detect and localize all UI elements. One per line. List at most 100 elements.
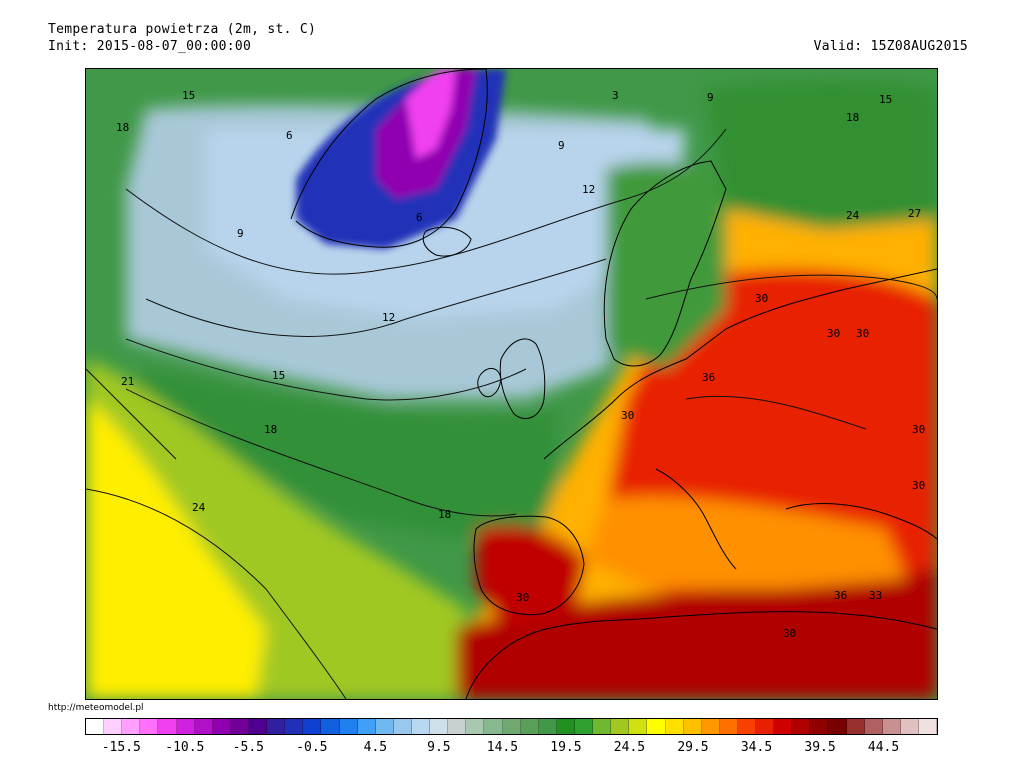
color-swatch <box>375 719 394 734</box>
color-swatch <box>683 719 702 734</box>
isotherm-15 <box>125 338 527 401</box>
color-swatch <box>158 719 177 734</box>
color-swatch <box>321 719 340 734</box>
iceland-coast <box>422 226 472 257</box>
color-swatch <box>882 719 901 734</box>
color-swatch <box>520 719 539 734</box>
color-swatch <box>611 719 630 734</box>
color-swatch <box>574 719 594 734</box>
contour-label: 30 <box>912 479 925 492</box>
contour-label: 15 <box>272 369 285 382</box>
contour-label: 30 <box>621 409 634 422</box>
contour-label: 3 <box>612 89 619 102</box>
color-swatch <box>665 719 684 734</box>
color-swatch <box>466 719 485 734</box>
contour-label: 12 <box>582 183 595 196</box>
colorbar-tick-label: 39.5 <box>804 740 836 755</box>
contour-label: 27 <box>908 207 921 220</box>
turkey-coast <box>785 503 937 540</box>
contour-label: 24 <box>846 209 860 222</box>
color-swatch <box>393 719 412 734</box>
isotherm-12 <box>145 258 607 337</box>
contour-label: 18 <box>846 111 859 124</box>
colorbar-tick-label: -5.5 <box>232 740 264 755</box>
colorbar-tick-label: -15.5 <box>101 740 141 755</box>
colorbar-tick-label: 44.5 <box>867 740 900 755</box>
greenland-coast <box>290 69 488 248</box>
color-swatch <box>792 719 811 734</box>
color-swatch <box>248 719 268 734</box>
color-swatch <box>303 719 322 734</box>
africa-hot-region <box>456 569 937 699</box>
mediterranean-region <box>586 496 906 589</box>
contour-label: 30 <box>827 327 840 340</box>
color-swatch <box>122 719 141 734</box>
color-swatch <box>701 719 720 734</box>
contour-label: 33 <box>869 589 882 602</box>
ireland-coast <box>477 367 502 398</box>
contour-label: 18 <box>116 121 129 134</box>
color-swatch <box>430 719 449 734</box>
source-url: http://meteomodel.pl <box>48 703 144 713</box>
contour-label: 21 <box>121 375 134 388</box>
color-scale-ticks: -15.5 -10.5 -5.5 -0.5 4.5 9.5 14.5 19.5 … <box>85 740 938 756</box>
color-swatch <box>448 719 467 734</box>
italy-coast <box>655 468 737 570</box>
contour-label: 12 <box>382 311 395 324</box>
contour-label: 24 <box>192 501 206 514</box>
color-swatch <box>104 719 123 734</box>
init-time: Init: 2015-08-07_00:00:00 <box>48 39 252 54</box>
isotherms <box>86 128 937 699</box>
iberia-coast <box>473 515 585 616</box>
isotherm-33 <box>685 395 867 430</box>
contour-label: 15 <box>182 89 195 102</box>
color-swatch <box>846 719 865 734</box>
contour-label: 30 <box>516 591 529 604</box>
color-swatch <box>737 719 757 734</box>
chart-title: Temperatura powietrza (2m, st. C) <box>48 22 317 37</box>
temperature-map: 15 18 9 6 3 9 12 15 18 24 27 6 9 12 15 1… <box>85 68 938 700</box>
contour-label: 30 <box>912 423 925 436</box>
color-swatch <box>484 719 503 734</box>
color-swatch <box>194 719 213 734</box>
color-swatch <box>719 719 738 734</box>
contour-label: 9 <box>558 139 565 152</box>
color-swatch <box>864 719 883 734</box>
north-russia-region <box>706 81 937 229</box>
contour-label: 36 <box>834 589 847 602</box>
greenland-coldest-core <box>406 69 456 159</box>
contour-label: 18 <box>264 423 277 436</box>
isotherm-9 <box>125 128 727 275</box>
isotherm-21 <box>86 368 177 460</box>
colorbar-tick-label: 34.5 <box>740 740 773 755</box>
color-swatch <box>774 719 793 734</box>
contour-label: 9 <box>707 91 714 104</box>
contour-label: 30 <box>856 327 869 340</box>
iberia-hot-region <box>476 525 586 629</box>
contour-label: 6 <box>286 129 293 142</box>
color-swatch <box>556 719 575 734</box>
contour-label: 30 <box>755 292 768 305</box>
scandinavia-region <box>606 162 726 369</box>
contour-labels: 15 18 9 6 3 9 12 15 18 24 27 6 9 12 15 1… <box>116 89 925 640</box>
color-swatch <box>810 719 829 734</box>
colorbar-tick-label: 14.5 <box>486 740 519 755</box>
contour-label: 9 <box>237 227 244 240</box>
color-swatch <box>919 719 938 734</box>
colorbar-tick-label: 29.5 <box>677 740 709 755</box>
color-swatch <box>629 719 648 734</box>
colorbar-tick-label: -10.5 <box>165 740 205 755</box>
contour-label: 36 <box>702 371 715 384</box>
coastlines <box>290 69 937 699</box>
color-swatch <box>647 719 666 734</box>
color-swatch <box>176 719 195 734</box>
scandinavia-coast <box>603 160 727 367</box>
hot-ocean-region <box>86 399 266 699</box>
colorbar-tick-label: 19.5 <box>550 740 582 755</box>
color-swatch <box>593 719 612 734</box>
europe-coast <box>543 268 937 460</box>
color-swatch <box>339 719 358 734</box>
color-swatch <box>538 719 557 734</box>
africa-coast <box>465 611 937 699</box>
color-scale-bar <box>85 718 938 735</box>
